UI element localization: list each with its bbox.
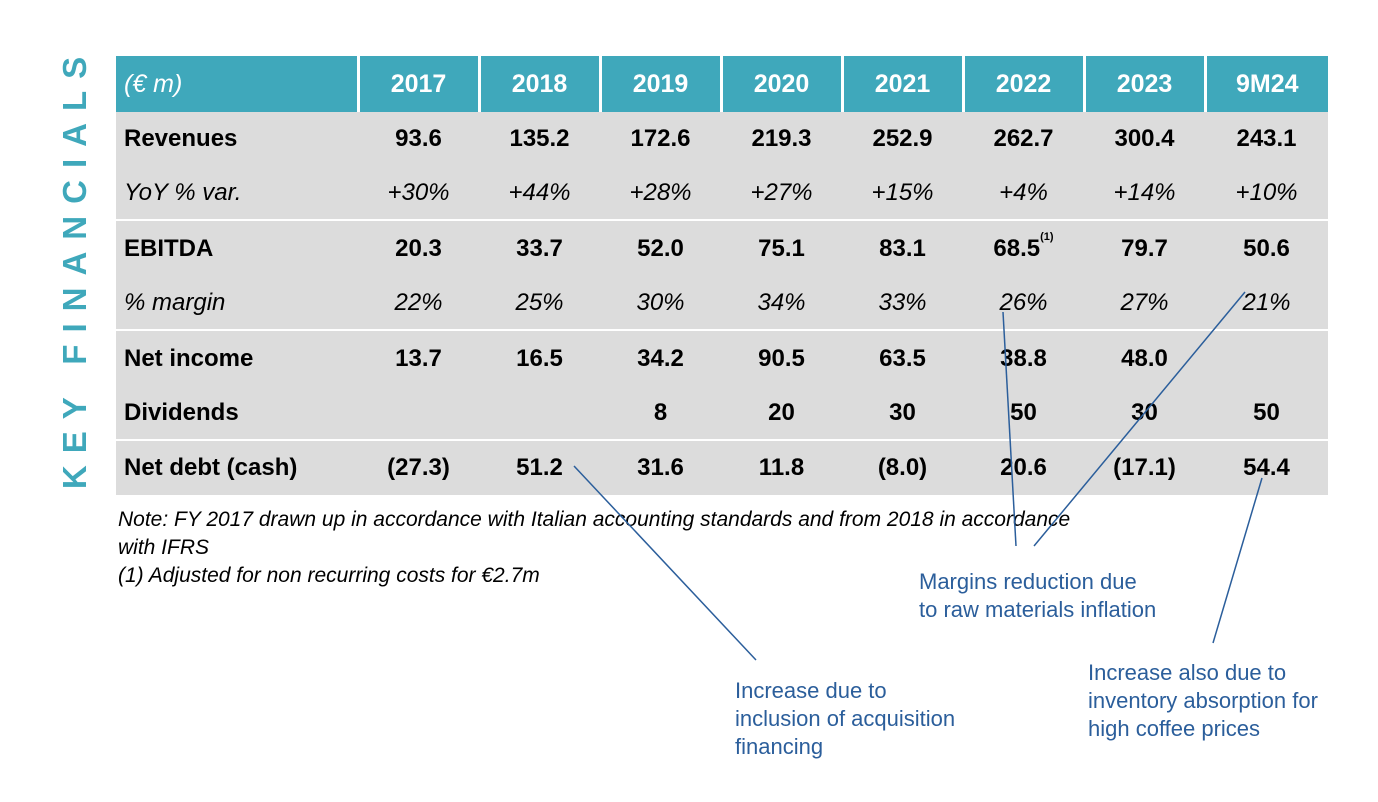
annotation-line: inclusion of acquisition [735,706,956,731]
annotation-line: financing [735,734,824,759]
table-cell: +4% [963,166,1084,220]
table-cell [479,386,600,440]
table-cell: +28% [600,166,721,220]
table-cell: 27% [1084,276,1205,330]
table-cell: 22% [358,276,479,330]
table-cell: 54.4 [1205,439,1328,495]
table-row-yoy: YoY % var. +30% +44% +28% +27% +15% +4% … [116,166,1328,220]
table-cell: +14% [1084,166,1205,220]
table-cell: 21% [1205,276,1328,330]
table-cell: 51.2 [479,439,600,495]
year-header: 2019 [600,56,723,112]
annotation-acquisition: Increase due to inclusion of acquisition… [735,677,955,761]
year-header: 2017 [358,56,481,112]
table-cell: +30% [358,166,479,220]
row-label: Net income [116,329,358,386]
table-cell: 300.4 [1084,112,1205,166]
table-cell: 63.5 [842,329,963,386]
table-cell: 252.9 [842,112,963,166]
table-row-dividends: Dividends 8 20 30 50 30 50 [116,386,1328,440]
table-cell: 33.7 [479,219,600,276]
table-cell: 50.6 [1205,219,1328,276]
side-title-text: KEY FINANCIALS [56,44,93,490]
table-cell: 30 [842,386,963,440]
table-cell: 8 [600,386,721,440]
year-header: 9M24 [1205,56,1328,112]
annotation-line: Margins reduction due [919,569,1137,594]
table-cell: 38.8 [963,329,1084,386]
table-cell: +10% [1205,166,1328,220]
cell-value: 68.5 [993,234,1041,262]
table-cell: 11.8 [721,439,842,495]
row-label: EBITDA [116,219,358,276]
table-cell: 16.5 [479,329,600,386]
table-cell: 90.5 [721,329,842,386]
table-cell: 219.3 [721,112,842,166]
annotation-margins: Margins reduction due to raw materials i… [919,568,1156,624]
annotation-line: Increase due to [735,678,887,703]
table-cell: 20 [721,386,842,440]
table-cell [358,386,479,440]
year-header: 2023 [1084,56,1207,112]
table-cell: 75.1 [721,219,842,276]
year-header: 2021 [842,56,965,112]
year-header: 2018 [479,56,602,112]
table-cell [1205,329,1328,386]
row-label: Revenues [116,112,358,166]
table-cell: (17.1) [1084,439,1205,495]
table-cell: 25% [479,276,600,330]
note-line: Note: FY 2017 drawn up in accordance wit… [118,508,1071,531]
table-row-ebitda: EBITDA 20.3 33.7 52.0 75.1 83.1 68.5(1) … [116,219,1328,276]
table-cell: +44% [479,166,600,220]
header-row: (€ m) 2017 2018 2019 2020 2021 2022 2023… [116,56,1328,112]
table-cell: 34.2 [600,329,721,386]
table-cell: 262.7 [963,112,1084,166]
table-cell: (8.0) [842,439,963,495]
table-row-margin: % margin 22% 25% 30% 34% 33% 26% 27% 21% [116,276,1328,330]
table-cell: 93.6 [358,112,479,166]
table-cell: 20.3 [358,219,479,276]
table-cell: 30% [600,276,721,330]
year-header: 2020 [721,56,844,112]
annotation-line: high coffee prices [1088,716,1261,741]
table-cell: 50 [963,386,1084,440]
table-cell: +15% [842,166,963,220]
table-cell: 172.6 [600,112,721,166]
table-cell: 48.0 [1084,329,1205,386]
annotation-line: Increase also due to [1088,660,1287,685]
annotation-coffee: Increase also due to inventory absorptio… [1088,659,1318,743]
table-cell: 20.6 [963,439,1084,495]
footnote-marker: (1) [1040,230,1054,243]
row-label: YoY % var. [116,166,358,220]
table-cell: 31.6 [600,439,721,495]
table-cell: 243.1 [1205,112,1328,166]
note-line: with IFRS [118,536,210,559]
table-cell: 30 [1084,386,1205,440]
table-cell: 26% [963,276,1084,330]
table-cell: 13.7 [358,329,479,386]
row-label: Net debt (cash) [116,439,358,495]
table-row-net-income: Net income 13.7 16.5 34.2 90.5 63.5 38.8… [116,329,1328,386]
table-cell: 135.2 [479,112,600,166]
annotation-line: to raw materials inflation [919,597,1157,622]
year-header: 2022 [963,56,1086,112]
table-cell: 34% [721,276,842,330]
table-cell: 33% [842,276,963,330]
annotation-line: inventory absorption for [1088,688,1318,713]
table-cell: (27.3) [358,439,479,495]
table-cell: 83.1 [842,219,963,276]
table-row-net-debt: Net debt (cash) (27.3) 51.2 31.6 11.8 (8… [116,439,1328,495]
note-footnote: (1) Adjusted for non recurring costs for… [118,564,540,587]
table-cell: 79.7 [1084,219,1205,276]
row-label: % margin [116,276,358,330]
table-row-revenues: Revenues 93.6 135.2 172.6 219.3 252.9 26… [116,112,1328,166]
row-label: Dividends [116,386,358,440]
table-cell: 52.0 [600,219,721,276]
table-cell-footnoted: 68.5(1) [963,219,1084,276]
table-cell: +27% [721,166,842,220]
unit-label: (€ m) [116,56,360,112]
table-cell: 50 [1205,386,1328,440]
financials-table: (€ m) 2017 2018 2019 2020 2021 2022 2023… [116,56,1328,495]
side-title: KEY FINANCIALS [55,42,95,492]
